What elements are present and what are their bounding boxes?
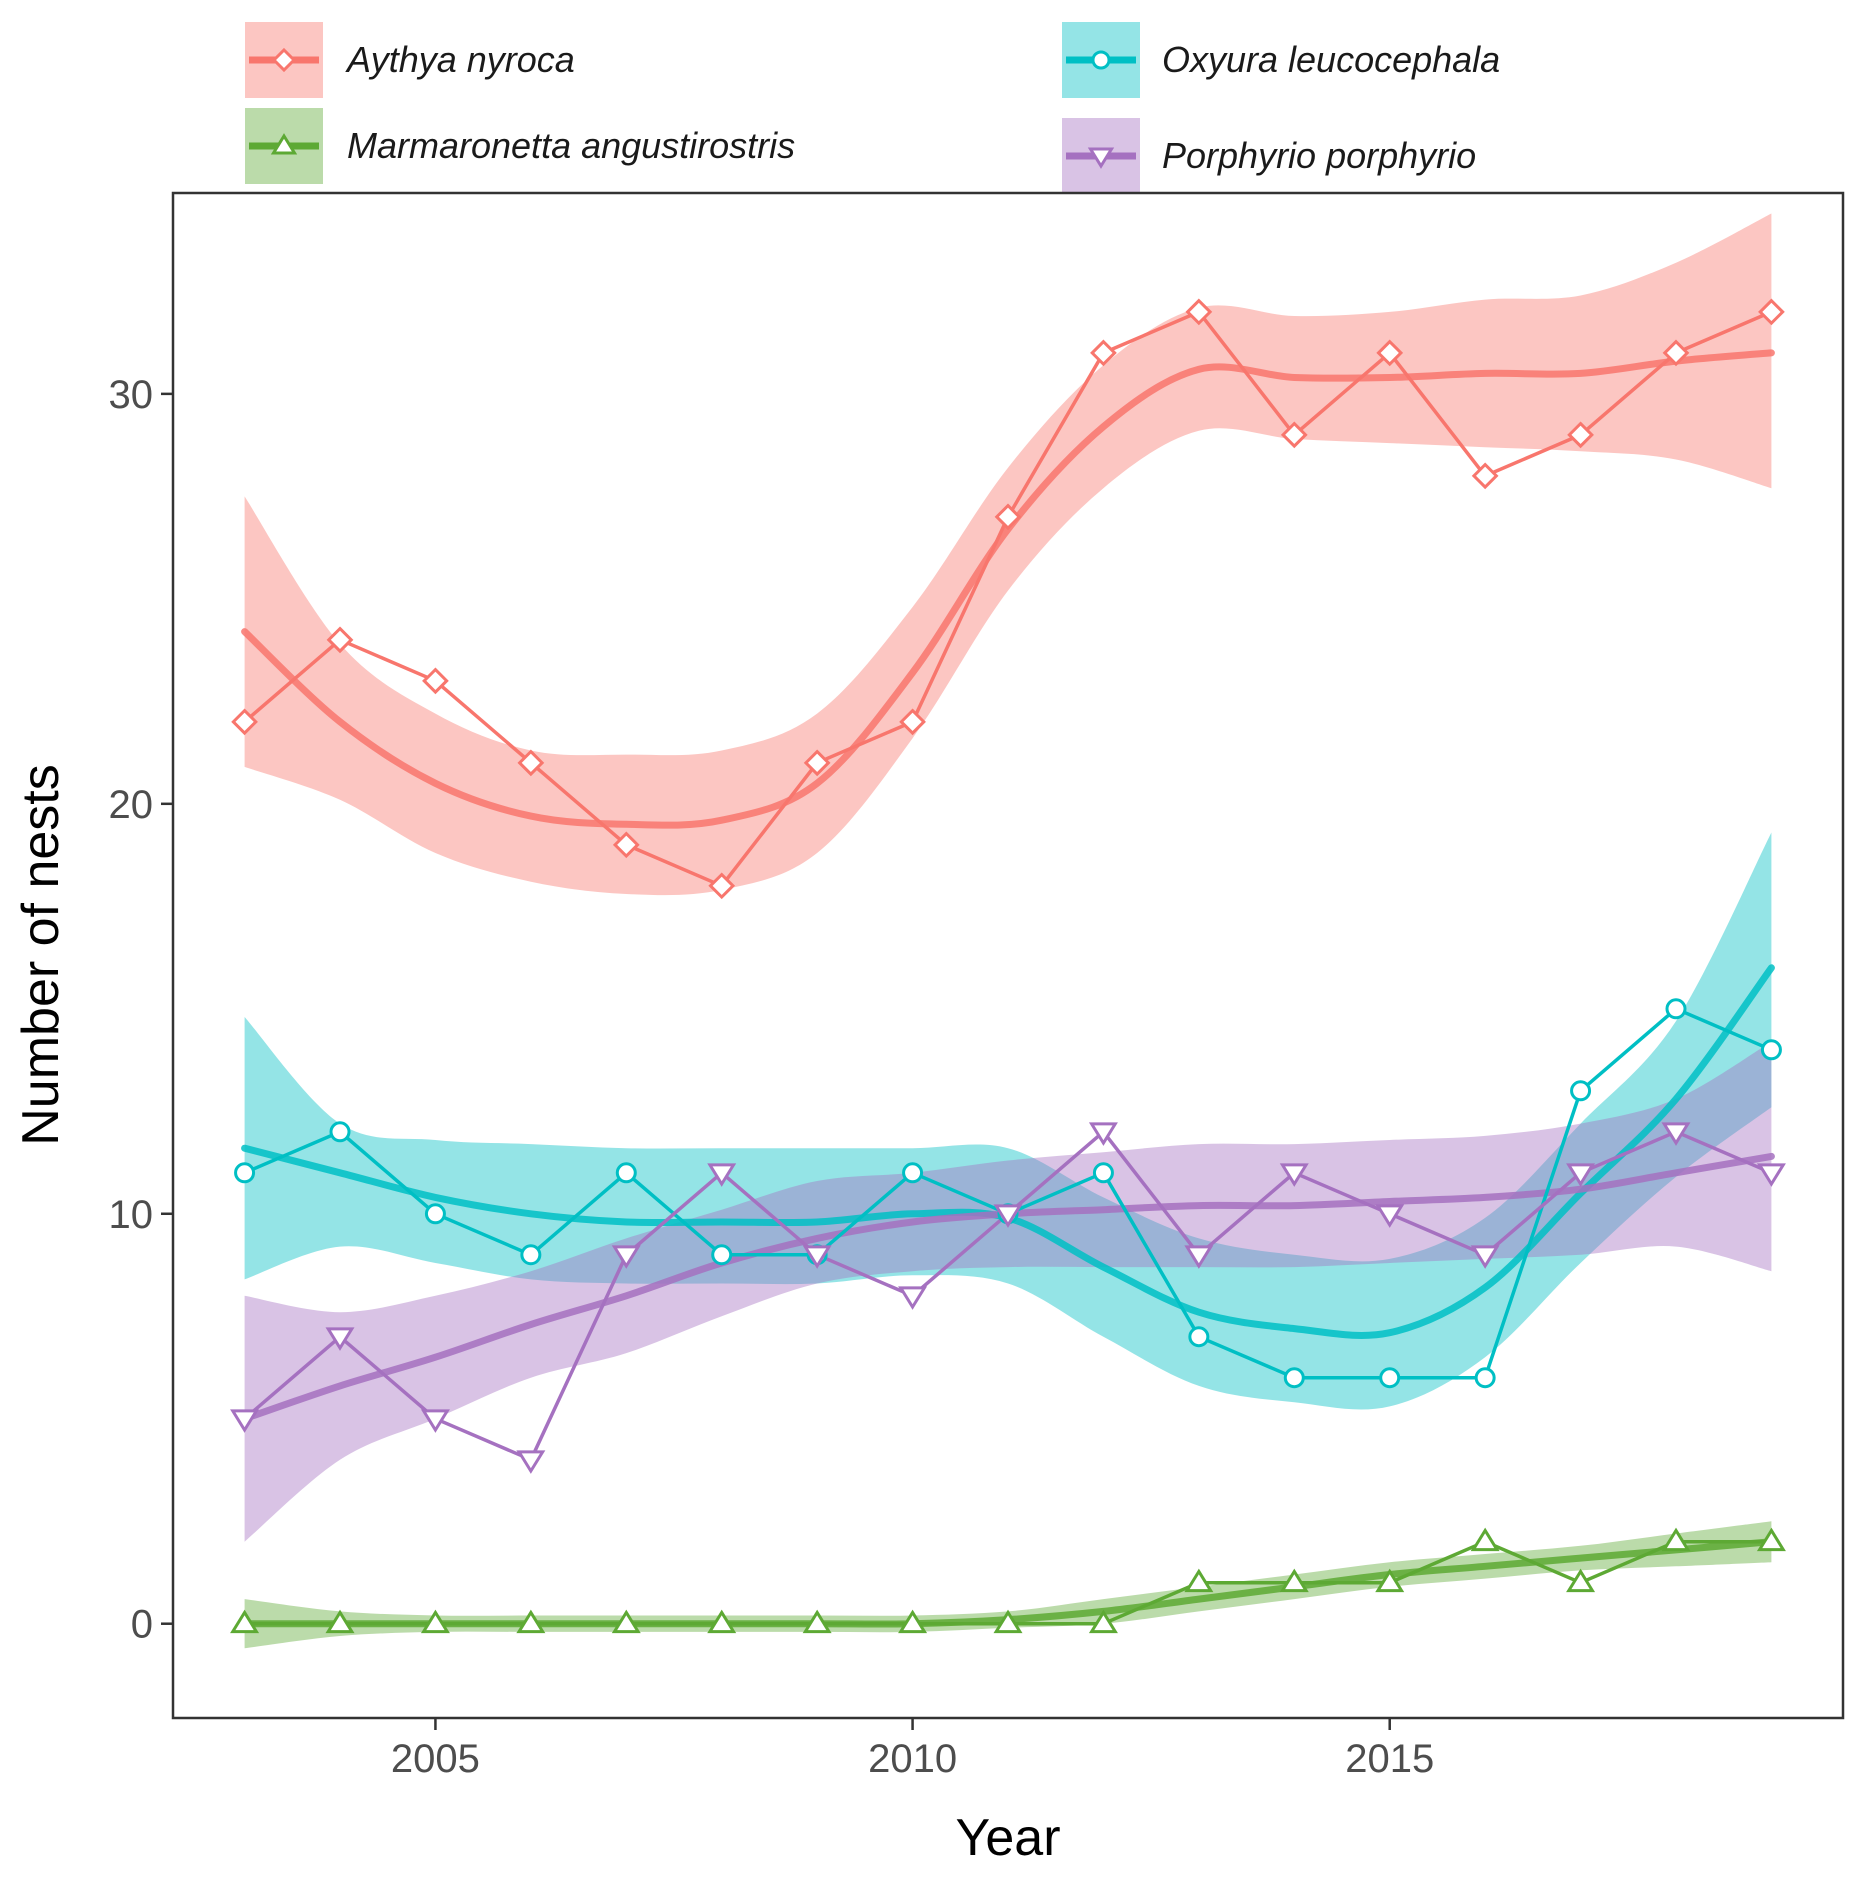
point-oxyura-leucocephala-2007: [615, 1162, 637, 1184]
point-marmaronetta-angustirostris-2018: [1661, 1527, 1691, 1552]
point-marmaronetta-angustirostris-2005: [420, 1609, 450, 1634]
legend-label-oxyura-leucocephala: Oxyura leucocephala: [1162, 39, 1500, 80]
point-porphyrio-porphyrio-2014: [1279, 1163, 1309, 1187]
point-porphyrio-porphyrio-2007: [611, 1245, 641, 1269]
point-porphyrio-porphyrio-2013: [1184, 1245, 1214, 1269]
point-marmaronetta-angustirostris-2008: [707, 1609, 737, 1634]
legend-marker-aythya-nyroca: [271, 47, 297, 73]
x-axis-title: Year: [955, 1809, 1060, 1867]
legend-marker-porphyrio-porphyrio: [1087, 147, 1115, 169]
point-porphyrio-porphyrio-2018: [1661, 1122, 1691, 1146]
point-porphyrio-porphyrio-2015: [1375, 1204, 1405, 1228]
point-porphyrio-porphyrio-2005: [420, 1409, 450, 1433]
point-aythya-nyroca-2006: [517, 749, 545, 777]
point-marmaronetta-angustirostris-2015: [1375, 1568, 1405, 1593]
point-aythya-nyroca-2010: [899, 708, 926, 736]
point-aythya-nyroca-2013: [1185, 298, 1213, 326]
point-marmaronetta-angustirostris-2007: [611, 1609, 641, 1634]
band-aythya-nyroca: [244, 213, 1772, 896]
point-aythya-nyroca-2003: [231, 708, 258, 736]
legend-item-marmaronetta-angustirostris: Marmaronetta angustirostris: [245, 108, 795, 184]
y-tick-label-30: 30: [109, 373, 154, 417]
point-porphyrio-porphyrio-2004: [325, 1327, 355, 1351]
point-marmaronetta-angustirostris-2013: [1184, 1568, 1214, 1593]
point-aythya-nyroca-2014: [1280, 421, 1308, 449]
point-aythya-nyroca-2018: [1662, 339, 1690, 367]
y-axis-title: Number of nests: [12, 764, 70, 1146]
point-porphyrio-porphyrio-2010: [898, 1286, 928, 1310]
point-oxyura-leucocephala-2003: [234, 1162, 256, 1184]
x-tick-label-2005: 2005: [391, 1737, 480, 1781]
y-axis: 0 10 20 30: [109, 373, 173, 1647]
point-oxyura-leucocephala-2019: [1760, 1039, 1782, 1061]
legend-label-marmaronetta-angustirostris: Marmaronetta angustirostris: [347, 125, 795, 166]
point-aythya-nyroca-2017: [1567, 421, 1594, 449]
legend-label-aythya-nyroca: Aythya nyroca: [345, 39, 575, 80]
point-aythya-nyroca-2011: [994, 503, 1022, 531]
point-aythya-nyroca-2005: [422, 667, 449, 695]
point-oxyura-leucocephala-2005: [424, 1203, 446, 1225]
point-porphyrio-porphyrio-2017: [1566, 1163, 1596, 1187]
data-points: [230, 298, 1786, 1634]
point-porphyrio-porphyrio-2008: [707, 1163, 737, 1187]
legend-label-porphyrio-porphyrio: Porphyrio porphyrio: [1162, 135, 1476, 176]
point-oxyura-leucocephala-2018: [1665, 998, 1687, 1020]
point-porphyrio-porphyrio-2006: [516, 1450, 546, 1474]
point-marmaronetta-angustirostris-2016: [1470, 1527, 1500, 1552]
point-porphyrio-porphyrio-2003: [230, 1409, 260, 1433]
point-marmaronetta-angustirostris-2012: [1088, 1609, 1118, 1634]
point-aythya-nyroca-2008: [708, 872, 736, 900]
legend: Aythya nyroca Oxyura leucocephala Marmaron…: [245, 22, 1500, 194]
plot-panel-border: [171, 191, 1845, 1720]
point-aythya-nyroca-2007: [612, 831, 640, 859]
point-marmaronetta-angustirostris-2017: [1566, 1568, 1596, 1593]
y-tick-label-20: 20: [109, 783, 154, 827]
point-marmaronetta-angustirostris-2019: [1756, 1527, 1786, 1552]
point-marmaronetta-angustirostris-2003: [230, 1609, 260, 1634]
point-aythya-nyroca-2019: [1758, 298, 1785, 326]
x-tick-label-2015: 2015: [1345, 1737, 1434, 1781]
point-oxyura-leucocephala-2015: [1379, 1367, 1401, 1389]
x-tick-label-2010: 2010: [868, 1737, 957, 1781]
point-marmaronetta-angustirostris-2004: [325, 1609, 355, 1634]
smooth-line-aythya-nyroca: [241, 349, 1775, 829]
point-aythya-nyroca-2016: [1471, 462, 1499, 490]
point-marmaronetta-angustirostris-2011: [993, 1609, 1023, 1634]
smooth-line-oxyura-leucocephala: [241, 964, 1775, 1339]
point-oxyura-leucocephala-2010: [902, 1162, 924, 1184]
point-porphyrio-porphyrio-2012: [1088, 1122, 1118, 1146]
point-aythya-nyroca-2012: [1090, 339, 1117, 367]
point-oxyura-leucocephala-2004: [329, 1121, 351, 1143]
point-oxyura-leucocephala-2016: [1474, 1367, 1496, 1389]
point-oxyura-leucocephala-2017: [1570, 1080, 1592, 1102]
legend-marker-oxyura-leucocephala: [1091, 50, 1111, 70]
y-tick-label-0: 0: [131, 1603, 153, 1647]
y-tick-label-10: 10: [109, 1193, 154, 1237]
point-aythya-nyroca-2009: [803, 749, 831, 777]
point-porphyrio-porphyrio-2019: [1756, 1163, 1786, 1187]
legend-item-porphyrio-porphyrio: Porphyrio porphyrio: [1062, 118, 1476, 194]
point-oxyura-leucocephala-2006: [520, 1244, 542, 1266]
point-aythya-nyroca-2015: [1376, 339, 1404, 367]
point-marmaronetta-angustirostris-2014: [1279, 1568, 1309, 1593]
point-oxyura-leucocephala-2012: [1092, 1162, 1114, 1184]
point-marmaronetta-angustirostris-2006: [516, 1609, 546, 1634]
legend-item-oxyura-leucocephala: Oxyura leucocephala: [1062, 22, 1500, 98]
point-porphyrio-porphyrio-2011: [993, 1204, 1023, 1228]
point-oxyura-leucocephala-2008: [711, 1244, 733, 1266]
point-marmaronetta-angustirostris-2010: [898, 1609, 928, 1634]
legend-marker-marmaronetta-angustirostris: [270, 133, 298, 155]
x-axis: 2005 2010 2015: [391, 1718, 1434, 1781]
band-porphyrio-porphyrio: [244, 1041, 1772, 1542]
point-porphyrio-porphyrio-2009: [802, 1245, 832, 1269]
point-aythya-nyroca-2004: [326, 626, 354, 654]
point-oxyura-leucocephala-2013: [1188, 1326, 1210, 1348]
point-porphyrio-porphyrio-2016: [1470, 1245, 1500, 1269]
legend-item-aythya-nyroca: Aythya nyroca: [245, 22, 575, 98]
point-marmaronetta-angustirostris-2009: [802, 1609, 832, 1634]
point-oxyura-leucocephala-2014: [1283, 1367, 1305, 1389]
